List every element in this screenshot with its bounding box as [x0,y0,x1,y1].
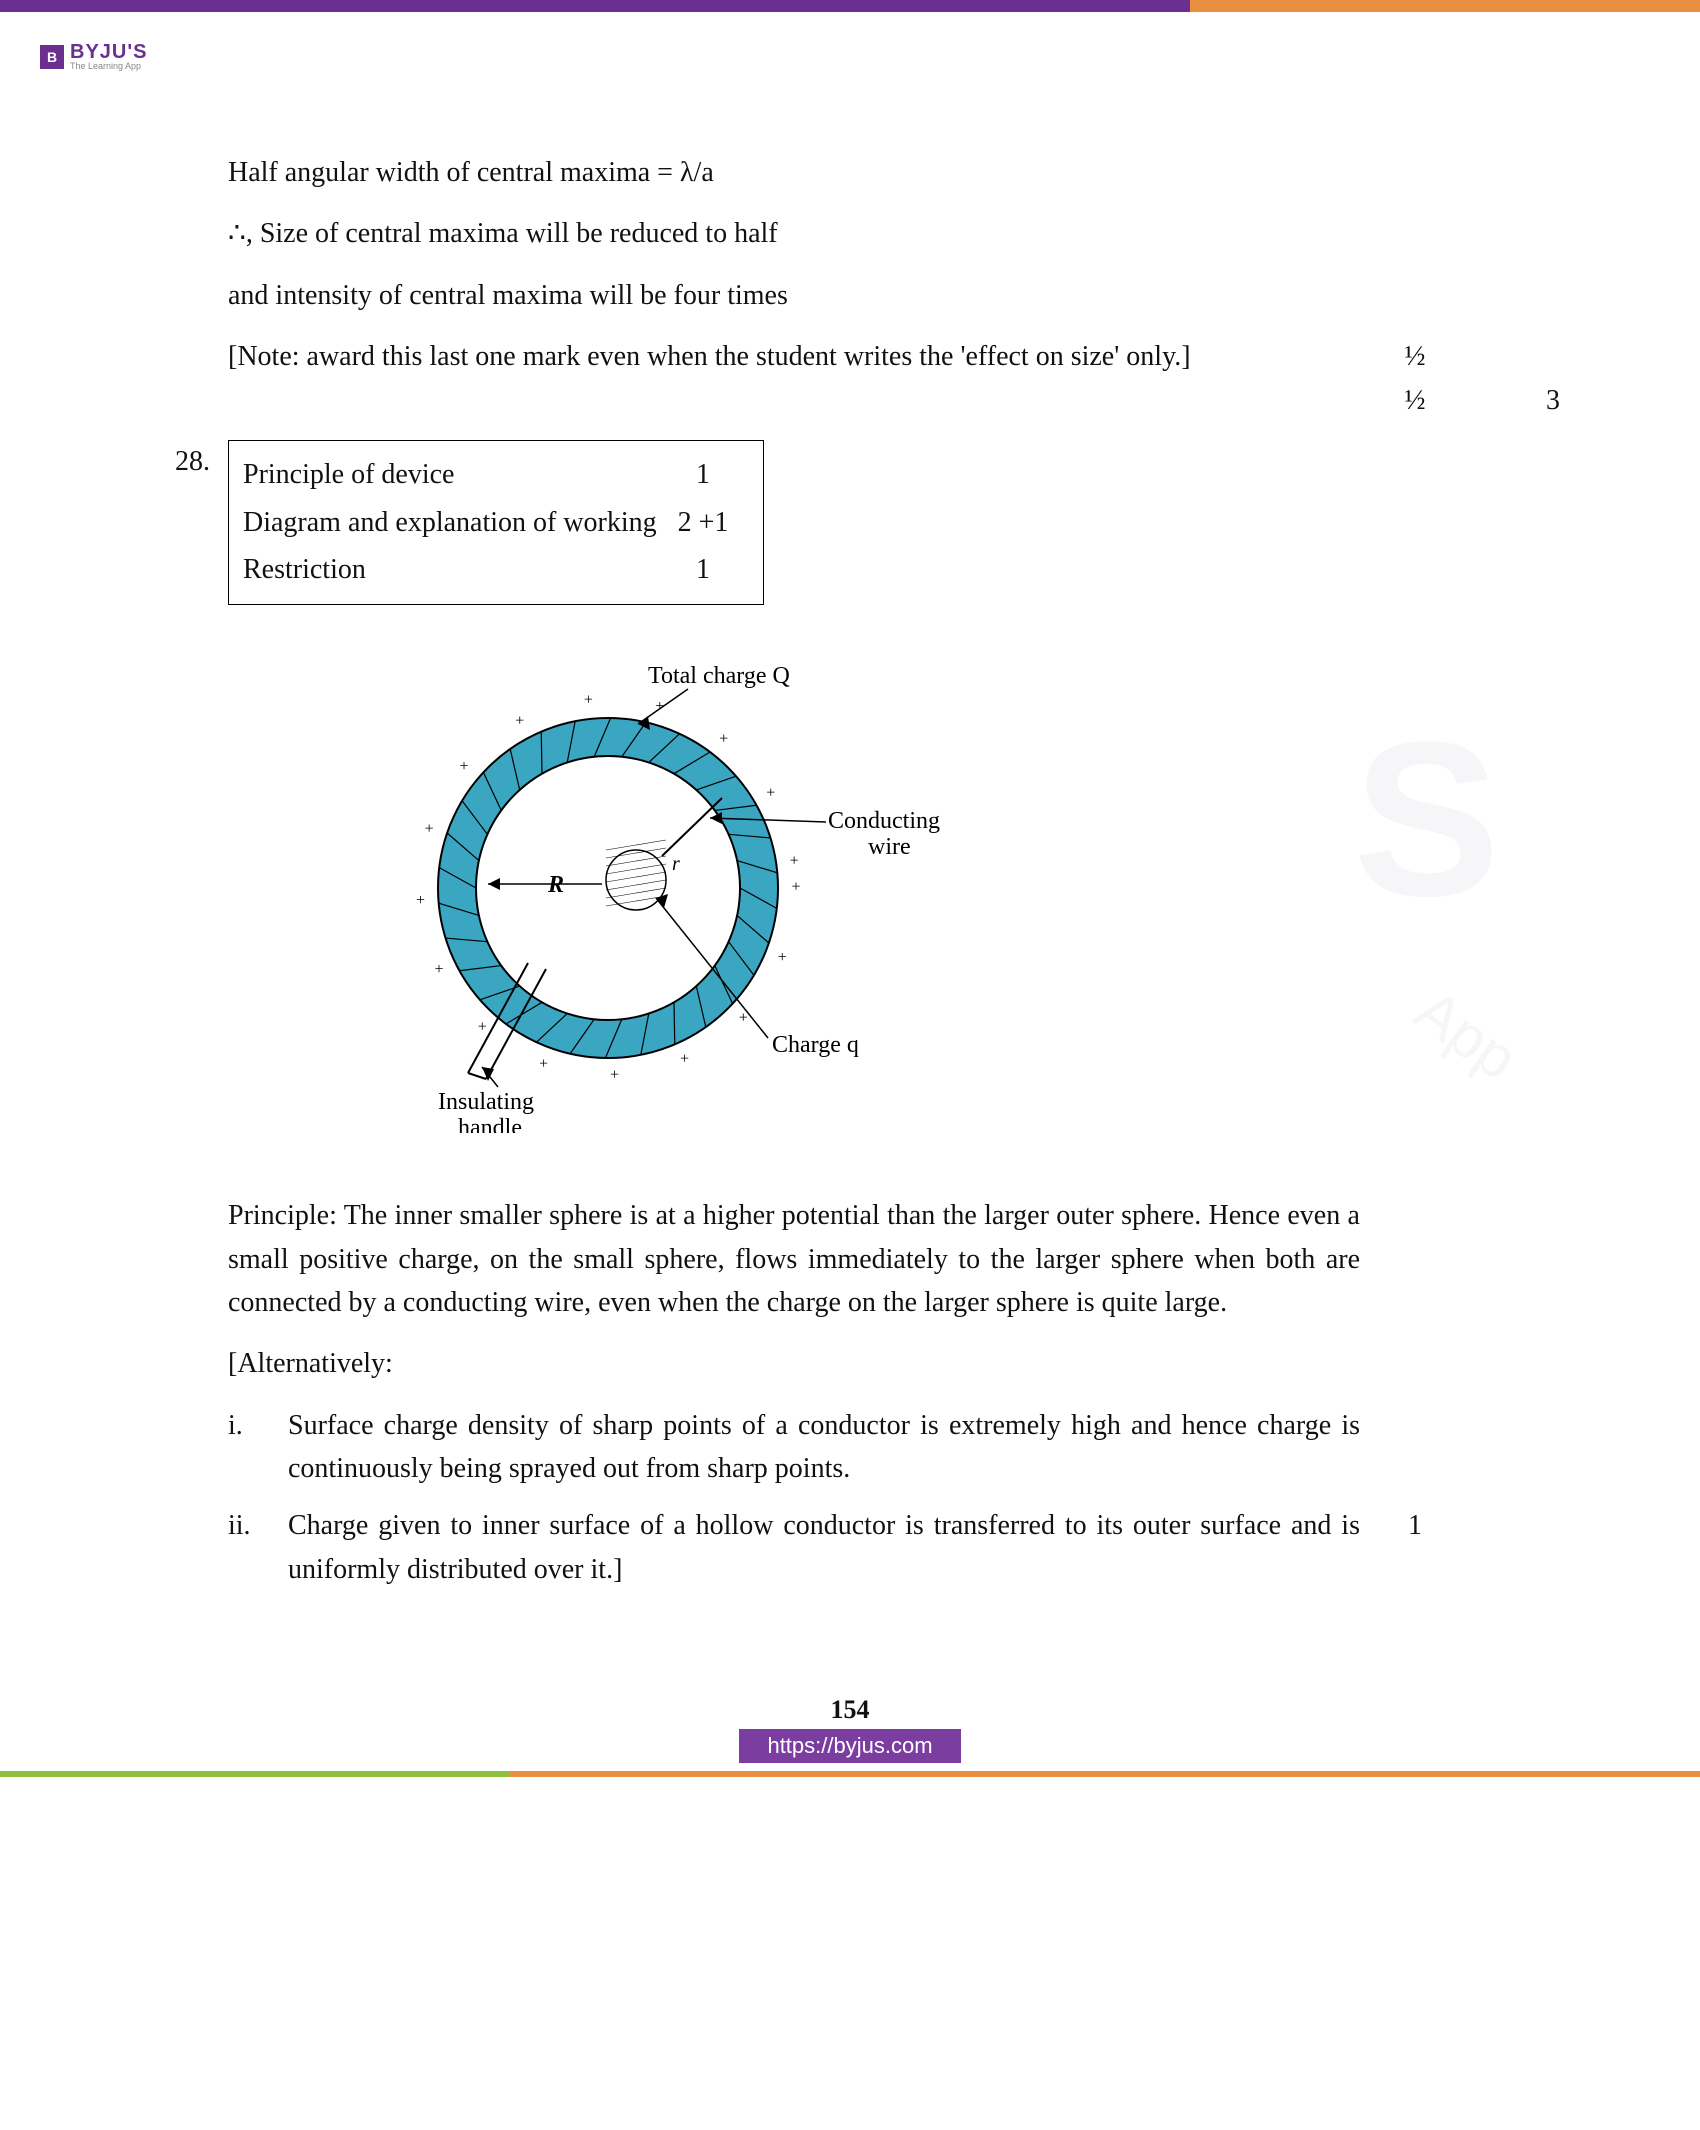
svg-text:+: + [584,691,593,708]
answer-note: [Note: award this last one mark even whe… [140,335,1560,422]
list-item: i. Surface charge density of sharp point… [228,1404,1360,1491]
svg-text:+: + [478,1018,487,1035]
question-row: 28. Principle of device 1 Diagram and ex… [140,440,1560,605]
page-footer: 154 https://byjus.com [0,1695,1700,1779]
rubric-row: Restriction 1 [243,546,743,594]
page-number: 154 [0,1695,1700,1725]
svg-text:+: + [515,712,524,729]
svg-text:wire: wire [868,834,911,860]
svg-text:+: + [539,1055,548,1072]
svg-text:+: + [610,1066,619,1083]
alt-list-row: i. Surface charge density of sharp point… [140,1404,1560,1606]
rubric-value: 1 [663,451,743,499]
svg-text:+: + [425,820,434,837]
svg-text:+: + [459,758,468,775]
item-num: ii. [228,1504,288,1591]
item-num: i. [228,1404,288,1491]
brand-icon: B [40,45,64,69]
svg-text:+: + [766,784,775,801]
alt-list: i. Surface charge density of sharp point… [228,1404,1360,1592]
answer-line: ∴, Size of central maxima will be reduce… [140,212,1560,255]
svg-text:R: R [547,872,564,898]
svg-text:handle: handle [458,1115,522,1133]
mark-value: ½ [1360,335,1470,378]
principle-text: Principle: The inner smaller sphere is a… [228,1194,1360,1324]
svg-text:+: + [680,1050,689,1067]
brand-name: BYJU'S [70,42,147,62]
bottom-accent-bar [0,1769,1700,1779]
note-text: [Note: award this last one mark even whe… [228,335,1360,378]
text-line: ∴, Size of central maxima will be reduce… [228,212,1360,255]
rubric-label: Diagram and explanation of working [243,499,663,547]
answer-line: Half angular width of central maxima = λ… [140,151,1560,194]
svg-text:+: + [416,892,425,909]
svg-text:r: r [672,853,680,875]
svg-text:Total charge Q: Total charge Q [648,663,790,689]
brand-logo: B BYJU'S The Learning App [40,42,1700,71]
brand-tagline: The Learning App [70,62,147,71]
svg-text:Conducting: Conducting [828,808,940,834]
item-text: Charge given to inner surface of a hollo… [288,1504,1360,1591]
footer-url: https://byjus.com [739,1729,960,1763]
list-item: ii. Charge given to inner surface of a h… [228,1504,1360,1591]
text-line: Half angular width of central maxima = λ… [228,151,1360,194]
item-text: Surface charge density of sharp points o… [288,1404,1360,1491]
page-content: Half angular width of central maxima = λ… [140,151,1560,1605]
top-accent-bar [0,0,1700,12]
rubric-value: 2 +1 [663,499,743,547]
van-de-graaff-diagram: +++++++++++++++++rRTotal charge QConduct… [348,653,1008,1133]
mark-value: 1 [1360,1404,1470,1547]
svg-text:+: + [791,878,800,895]
rubric-value: 1 [663,546,743,594]
alternatively-heading: [Alternatively: [140,1342,1560,1385]
svg-text:Charge q: Charge q [772,1032,859,1058]
rubric-label: Principle of device [243,451,663,499]
svg-text:+: + [778,949,787,966]
rubric-row: Diagram and explanation of working 2 +1 [243,499,743,547]
rubric-label: Restriction [243,546,663,594]
answer-line: and intensity of central maxima will be … [140,274,1560,317]
svg-text:+: + [719,730,728,747]
text-line: and intensity of central maxima will be … [228,274,1360,317]
rubric-box: Principle of device 1 Diagram and explan… [228,440,764,605]
principle-paragraph: Principle: The inner smaller sphere is a… [140,1194,1560,1324]
svg-text:Insulating: Insulating [438,1089,534,1115]
mark-value: ½ [1360,379,1470,422]
alt-label: [Alternatively: [228,1342,1360,1385]
diagram-row: +++++++++++++++++rRTotal charge QConduct… [140,623,1560,1176]
total-marks: 3 [1470,379,1560,422]
question-number: 28. [140,440,228,483]
rubric-row: Principle of device 1 [243,451,743,499]
svg-text:+: + [790,852,799,869]
svg-text:+: + [435,961,444,978]
